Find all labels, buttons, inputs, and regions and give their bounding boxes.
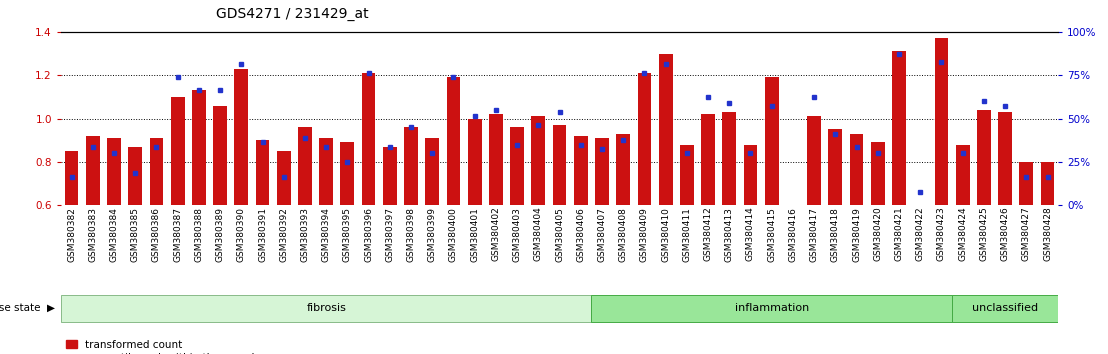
Bar xyxy=(829,130,842,205)
Bar xyxy=(934,38,948,205)
Bar xyxy=(808,116,821,205)
Bar xyxy=(850,134,863,205)
Bar xyxy=(213,105,227,205)
Bar xyxy=(722,112,736,205)
Bar xyxy=(952,295,1058,322)
Bar xyxy=(592,295,952,322)
Text: inflammation: inflammation xyxy=(735,303,809,313)
Text: fibrosis: fibrosis xyxy=(306,303,346,313)
Bar xyxy=(743,144,758,205)
Bar xyxy=(1040,162,1055,205)
Bar xyxy=(319,138,334,205)
Bar xyxy=(892,51,906,205)
Bar xyxy=(383,147,397,205)
Bar xyxy=(1019,162,1033,205)
Bar xyxy=(871,142,884,205)
Bar xyxy=(192,90,206,205)
Bar xyxy=(977,110,991,205)
Bar xyxy=(61,295,592,322)
Bar xyxy=(489,114,503,205)
Bar xyxy=(595,138,609,205)
Bar xyxy=(277,151,290,205)
Bar xyxy=(404,127,418,205)
Bar xyxy=(553,125,566,205)
Bar xyxy=(913,205,927,210)
Legend: transformed count, percentile rank within the sample: transformed count, percentile rank withi… xyxy=(66,340,260,354)
Bar xyxy=(998,112,1012,205)
Bar xyxy=(532,116,545,205)
Bar xyxy=(235,69,248,205)
Text: disease state  ▶: disease state ▶ xyxy=(0,303,55,313)
Bar xyxy=(256,140,269,205)
Bar xyxy=(574,136,587,205)
Bar xyxy=(64,151,79,205)
Text: unclassified: unclassified xyxy=(972,303,1038,313)
Bar xyxy=(298,127,311,205)
Bar xyxy=(107,138,121,205)
Bar xyxy=(680,144,694,205)
Bar xyxy=(786,205,800,281)
Bar xyxy=(447,78,460,205)
Bar xyxy=(659,53,673,205)
Bar xyxy=(701,114,715,205)
Text: GDS4271 / 231429_at: GDS4271 / 231429_at xyxy=(216,7,369,21)
Bar xyxy=(510,127,524,205)
Bar xyxy=(86,136,100,205)
Bar xyxy=(468,119,482,205)
Bar xyxy=(637,73,652,205)
Bar xyxy=(340,142,355,205)
Bar xyxy=(361,73,376,205)
Bar xyxy=(765,78,779,205)
Bar xyxy=(425,138,439,205)
Bar xyxy=(129,147,142,205)
Bar xyxy=(171,97,185,205)
Bar xyxy=(616,134,630,205)
Bar xyxy=(150,138,163,205)
Bar xyxy=(956,144,970,205)
